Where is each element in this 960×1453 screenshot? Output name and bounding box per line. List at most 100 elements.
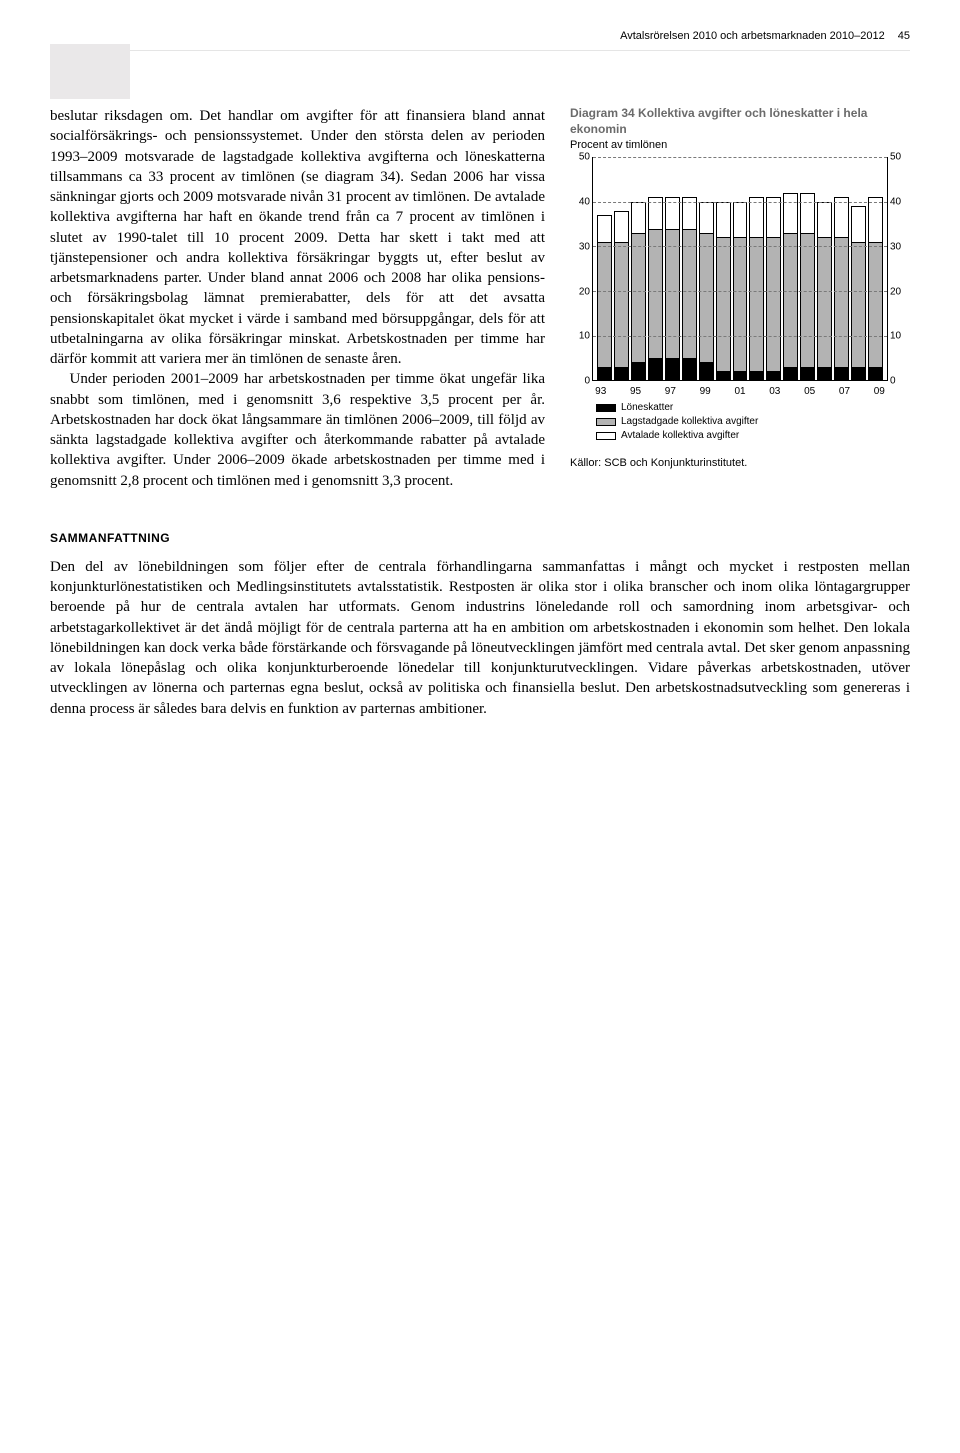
summary-text: Den del av lönebildningen som följer eft…	[50, 557, 910, 719]
xtick: 93	[595, 386, 606, 397]
xtick: 95	[630, 386, 641, 397]
xtick: 03	[769, 386, 780, 397]
ytick-left: 30	[570, 241, 590, 252]
xtick: 07	[839, 386, 850, 397]
bar-segment-avtalade	[749, 197, 764, 237]
legend-swatch	[596, 404, 616, 412]
bar-segment-loneskatter	[868, 367, 883, 380]
legend-label: Löneskatter	[621, 401, 673, 415]
bar	[833, 157, 850, 380]
paragraph-3: Den del av lönebildningen som följer eft…	[50, 557, 910, 719]
bar-segment-loneskatter	[682, 358, 697, 380]
legend-label: Avtalade kollektiva avgifter	[621, 429, 739, 443]
bar	[799, 157, 816, 380]
bar-segment-avtalade	[699, 202, 714, 233]
bar-segment-avtalade	[597, 215, 612, 242]
bar-segment-loneskatter	[597, 367, 612, 380]
xtick: 09	[874, 386, 885, 397]
gridline	[593, 157, 887, 158]
xtick: 05	[804, 386, 815, 397]
chart-title: Diagram 34 Kollektiva avgifter och lönes…	[570, 106, 910, 137]
legend-item: Löneskatter	[596, 401, 910, 415]
header-tab	[50, 44, 130, 99]
bar-segment-lagstadgade	[682, 229, 697, 358]
bar-segment-lagstadgade	[868, 242, 883, 367]
bar-segment-lagstadgade	[665, 229, 680, 358]
bar-segment-loneskatter	[851, 367, 866, 380]
bar-segment-loneskatter	[834, 367, 849, 380]
bar	[867, 157, 884, 380]
bar-segment-lagstadgade	[749, 237, 764, 371]
chart-legend: LöneskatterLagstadgade kollektiva avgift…	[596, 401, 910, 443]
gridline	[593, 336, 887, 337]
bar-segment-avtalade	[716, 202, 731, 238]
bar-segment-loneskatter	[648, 358, 663, 380]
bar-segment-loneskatter	[716, 371, 731, 380]
legend-label: Lagstadgade kollektiva avgifter	[621, 415, 758, 429]
ytick-right: 50	[890, 152, 910, 163]
bar-segment-lagstadgade	[851, 242, 866, 367]
bar-segment-lagstadgade	[834, 237, 849, 366]
bar-segment-loneskatter	[699, 362, 714, 380]
bar-segment-loneskatter	[766, 371, 781, 380]
bar	[782, 157, 799, 380]
bar-segment-loneskatter	[614, 367, 629, 380]
legend-swatch	[596, 418, 616, 426]
bar-segment-lagstadgade	[800, 233, 815, 367]
bar-segment-loneskatter	[783, 367, 798, 380]
bar-segment-avtalade	[817, 202, 832, 238]
legend-item: Lagstadgade kollektiva avgifter	[596, 415, 910, 429]
bar	[765, 157, 782, 380]
bar-segment-avtalade	[614, 211, 629, 242]
xtick: 99	[700, 386, 711, 397]
bar-segment-lagstadgade	[783, 233, 798, 367]
ytick-right: 40	[890, 196, 910, 207]
ytick-right: 20	[890, 286, 910, 297]
paragraph-2: Under perioden 2001–2009 har arbetskostn…	[50, 369, 545, 491]
ytick-left: 20	[570, 286, 590, 297]
bar-segment-loneskatter	[665, 358, 680, 380]
bar	[647, 157, 664, 380]
bar-segment-lagstadgade	[716, 237, 731, 371]
bar	[816, 157, 833, 380]
xtick: 01	[734, 386, 745, 397]
bar	[664, 157, 681, 380]
bar-segment-avtalade	[800, 193, 815, 233]
ytick-right: 30	[890, 241, 910, 252]
bar-segment-lagstadgade	[631, 233, 646, 362]
ytick-left: 40	[570, 196, 590, 207]
bars-container	[593, 157, 887, 380]
ytick-right: 10	[890, 331, 910, 342]
bar-segment-lagstadgade	[733, 237, 748, 371]
gridline	[593, 291, 887, 292]
bar-segment-loneskatter	[631, 362, 646, 380]
bar-segment-avtalade	[783, 193, 798, 233]
bar-segment-lagstadgade	[597, 242, 612, 367]
bar	[850, 157, 867, 380]
ytick-left: 50	[570, 152, 590, 163]
bar	[630, 157, 647, 380]
bar	[732, 157, 749, 380]
running-header: Avtalsrörelsen 2010 och arbetsmarknaden …	[50, 30, 910, 51]
bar-segment-avtalade	[733, 202, 748, 238]
gridline	[593, 246, 887, 247]
bar	[698, 157, 715, 380]
xtick: 97	[665, 386, 676, 397]
page-number: 45	[898, 30, 910, 42]
bar-segment-lagstadgade	[614, 242, 629, 367]
legend-swatch	[596, 432, 616, 440]
bar-segment-loneskatter	[733, 371, 748, 380]
ytick-left: 10	[570, 331, 590, 342]
ytick-right: 0	[890, 376, 910, 387]
paragraph-1: beslutar riksdagen om. Det handlar om av…	[50, 106, 545, 369]
gridline	[593, 202, 887, 203]
bar-segment-lagstadgade	[648, 229, 663, 358]
chart-subtitle: Procent av timlönen	[570, 139, 910, 151]
legend-item: Avtalade kollektiva avgifter	[596, 429, 910, 443]
bar-segment-loneskatter	[800, 367, 815, 380]
chart-source: Källor: SCB och Konjunkturinstitutet.	[570, 457, 910, 469]
bar	[613, 157, 630, 380]
bar-segment-avtalade	[631, 202, 646, 233]
bar-segment-loneskatter	[817, 367, 832, 380]
bar	[596, 157, 613, 380]
